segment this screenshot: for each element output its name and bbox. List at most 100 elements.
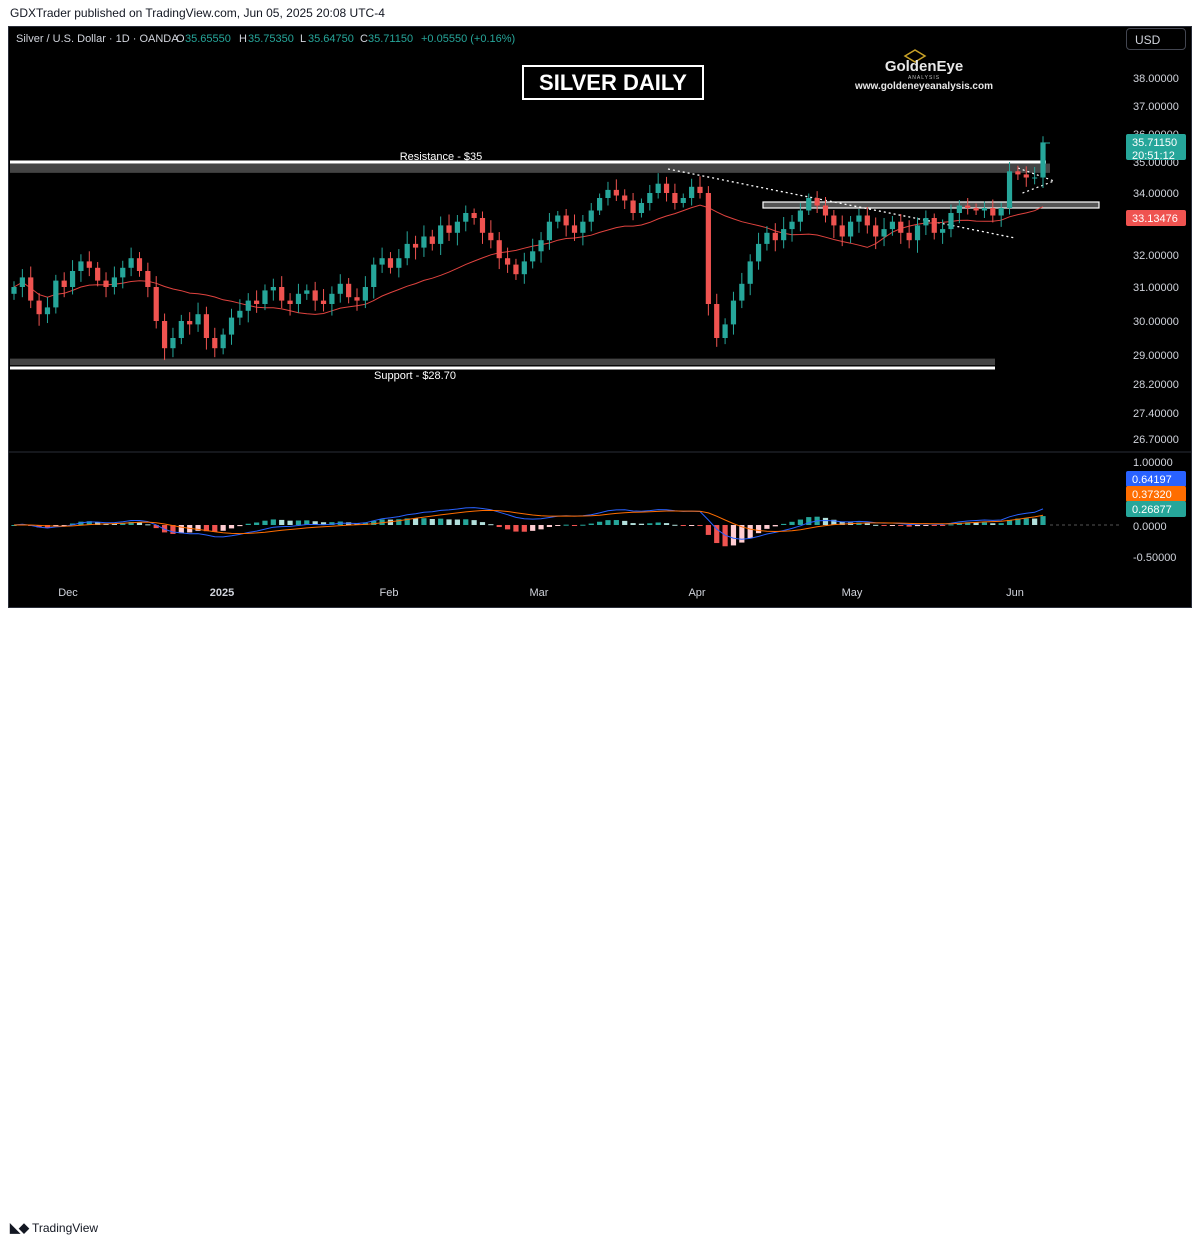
candle-body[interactable] [1032,177,1038,179]
candle-body[interactable] [597,198,603,211]
candle-body[interactable] [1006,171,1013,208]
candle-body[interactable] [387,258,394,268]
candle-body[interactable] [279,287,285,301]
candle-body[interactable] [814,198,820,206]
candle-body[interactable] [429,236,435,244]
candle-body[interactable] [588,210,594,222]
candle-body[interactable] [128,258,134,268]
candle-body[interactable] [145,271,151,287]
candle-body[interactable] [923,218,929,226]
candle-body[interactable] [53,280,59,308]
candle-body[interactable] [203,314,210,338]
candle-body[interactable] [513,264,519,275]
candle-body[interactable] [680,198,686,203]
tradingview-brand[interactable]: ◣◆ TradingView [10,1220,98,1236]
candle-body[interactable] [663,183,670,193]
candle-body[interactable] [873,225,879,237]
candle-body[interactable] [781,229,787,241]
candle-body[interactable] [973,208,979,211]
candle-body[interactable] [730,300,737,325]
candle-body[interactable] [329,293,335,304]
candle-body[interactable] [789,221,795,230]
candle-body[interactable] [463,213,469,222]
candle-body[interactable] [647,193,653,203]
candle-body[interactable] [914,225,921,241]
candle-body[interactable] [488,232,494,241]
candle-body[interactable] [689,186,695,198]
candle-body[interactable] [630,200,636,214]
candle-body[interactable] [881,229,887,237]
candle-body[interactable] [538,240,544,252]
candle-body[interactable] [638,203,645,213]
candle-body[interactable] [998,208,1004,216]
candle-body[interactable] [940,229,946,233]
candle-body[interactable] [120,267,126,278]
candle-body[interactable] [170,338,176,349]
candle-body[interactable] [471,213,477,218]
candle-body[interactable] [228,317,235,335]
candle-body[interactable] [622,195,628,201]
candle-body[interactable] [806,198,812,211]
candle-body[interactable] [262,290,268,304]
candle-body[interactable] [530,251,536,262]
candle-body[interactable] [496,240,502,259]
candle-body[interactable] [655,183,661,193]
candle-body[interactable] [555,215,561,222]
candle-body[interactable] [237,310,243,318]
candle-body[interactable] [69,271,76,287]
candle-body[interactable] [212,338,218,349]
candle-body[interactable] [739,283,745,301]
candle-body[interactable] [613,189,619,196]
candle-body[interactable] [931,218,937,233]
candle-body[interactable] [111,277,117,287]
candle-body[interactable] [479,218,486,233]
candle-body[interactable] [722,324,728,338]
candle-body[interactable] [772,232,778,241]
candle-body[interactable] [856,215,862,222]
candle-body[interactable] [605,189,611,198]
candle-body[interactable] [697,186,703,193]
candle-body[interactable] [546,221,553,241]
candle-body[interactable] [454,221,460,233]
candle-body[interactable] [965,205,971,209]
candle-body[interactable] [295,293,302,304]
candle-body[interactable] [764,232,770,244]
candle-body[interactable] [563,215,569,226]
candle-body[interactable] [948,213,954,230]
candle-body[interactable] [839,225,845,237]
candle-body[interactable] [747,261,753,284]
candle-body[interactable] [831,215,837,226]
candle-body[interactable] [95,267,101,281]
candle-body[interactable] [245,300,251,311]
candle-body[interactable] [889,221,896,230]
candle-body[interactable] [86,261,92,268]
candle-body[interactable] [304,290,310,294]
candle-body[interactable] [379,258,385,265]
candle-body[interactable] [78,261,84,271]
candle-body[interactable] [346,283,352,298]
candle-body[interactable] [1040,142,1046,178]
candle-body[interactable] [714,304,720,338]
candle-body[interactable] [705,193,711,304]
candle-body[interactable] [270,287,276,291]
candle-body[interactable] [396,258,402,268]
candle-body[interactable] [571,225,578,233]
candle-body[interactable] [354,297,360,301]
candle-body[interactable] [1023,174,1029,178]
candle-body[interactable] [580,221,586,233]
candle-body[interactable] [362,287,368,301]
candle-body[interactable] [36,300,42,315]
candle-body[interactable] [153,287,159,321]
candle-body[interactable] [864,215,870,226]
candle-body[interactable] [898,221,904,233]
candle-body[interactable] [1015,171,1021,175]
candle-body[interactable] [287,300,293,304]
candle-body[interactable] [672,193,678,203]
candle-body[interactable] [822,205,829,216]
candle-body[interactable] [446,225,452,233]
candle-body[interactable] [906,232,912,241]
candle-body[interactable] [755,243,762,262]
candle-body[interactable] [44,307,51,315]
candle-body[interactable] [19,277,25,287]
candle-body[interactable] [797,210,803,222]
